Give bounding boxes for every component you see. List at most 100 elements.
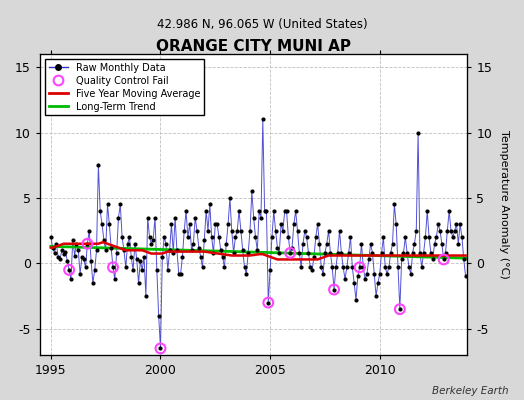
Point bbox=[388, 240, 397, 247]
Point bbox=[451, 228, 459, 234]
Point bbox=[114, 214, 123, 221]
Point bbox=[291, 208, 300, 214]
Point bbox=[85, 228, 93, 234]
Point bbox=[200, 237, 209, 243]
Point bbox=[252, 234, 260, 240]
Point bbox=[301, 228, 309, 234]
Point bbox=[363, 271, 371, 277]
Point bbox=[54, 254, 62, 260]
Point bbox=[447, 228, 455, 234]
Point bbox=[182, 208, 190, 214]
Point bbox=[264, 300, 272, 306]
Point bbox=[407, 271, 415, 277]
Point bbox=[335, 228, 344, 234]
Point bbox=[346, 234, 355, 240]
Point bbox=[423, 208, 431, 214]
Point bbox=[284, 234, 292, 240]
Point bbox=[241, 264, 249, 270]
Point bbox=[350, 280, 358, 286]
Point bbox=[366, 240, 375, 247]
Point bbox=[83, 240, 92, 247]
Point bbox=[76, 271, 84, 277]
Point bbox=[244, 250, 253, 256]
Point bbox=[103, 201, 112, 208]
Point bbox=[162, 240, 170, 247]
Point bbox=[443, 228, 452, 234]
Point bbox=[91, 267, 99, 273]
Point bbox=[264, 300, 272, 306]
Point bbox=[357, 240, 366, 247]
Point bbox=[458, 234, 466, 240]
Point bbox=[263, 208, 271, 214]
Point bbox=[198, 264, 206, 270]
Point bbox=[205, 201, 214, 208]
Point bbox=[310, 254, 318, 260]
Point bbox=[323, 240, 331, 247]
Point bbox=[405, 264, 413, 270]
Point bbox=[330, 286, 339, 293]
Point bbox=[94, 162, 103, 168]
Point bbox=[304, 250, 313, 256]
Point bbox=[399, 250, 408, 256]
Point bbox=[173, 247, 181, 254]
Point bbox=[191, 214, 200, 221]
Point bbox=[171, 214, 179, 221]
Point bbox=[185, 221, 194, 227]
Point bbox=[61, 248, 70, 255]
Point bbox=[209, 250, 217, 256]
Point bbox=[268, 234, 276, 240]
Point bbox=[257, 214, 265, 221]
Point bbox=[56, 256, 64, 263]
Point bbox=[368, 250, 377, 256]
Point bbox=[259, 116, 267, 123]
Point bbox=[169, 250, 178, 256]
Y-axis label: Temperature Anomaly (°C): Temperature Anomaly (°C) bbox=[499, 130, 509, 279]
Point bbox=[140, 254, 148, 260]
Point bbox=[113, 250, 121, 256]
Point bbox=[227, 228, 236, 234]
Point bbox=[328, 264, 336, 270]
Point bbox=[129, 267, 137, 273]
Point bbox=[434, 221, 442, 227]
Point bbox=[299, 240, 307, 247]
Point bbox=[381, 264, 389, 270]
Point bbox=[174, 271, 183, 277]
Point bbox=[208, 234, 216, 240]
Point bbox=[290, 221, 298, 227]
Point bbox=[330, 286, 339, 293]
Point bbox=[401, 234, 409, 240]
Point bbox=[279, 228, 287, 234]
Point bbox=[354, 273, 362, 280]
Point bbox=[460, 256, 468, 263]
Point bbox=[271, 228, 280, 234]
Point bbox=[436, 228, 444, 234]
Point bbox=[184, 234, 192, 240]
Point bbox=[414, 129, 422, 136]
Point bbox=[194, 244, 203, 251]
Point bbox=[152, 267, 161, 273]
Point bbox=[432, 234, 441, 240]
Point bbox=[125, 234, 134, 240]
Point bbox=[133, 256, 141, 263]
Point bbox=[273, 244, 281, 251]
Point bbox=[96, 208, 104, 214]
Point bbox=[160, 234, 168, 240]
Point bbox=[266, 267, 274, 273]
Point bbox=[352, 297, 360, 303]
Point bbox=[63, 258, 71, 264]
Point bbox=[69, 237, 77, 243]
Point bbox=[147, 240, 156, 247]
Point bbox=[418, 264, 426, 270]
Point bbox=[49, 244, 57, 251]
Point bbox=[109, 264, 117, 270]
Point bbox=[416, 250, 424, 256]
Point bbox=[202, 208, 210, 214]
Point bbox=[246, 228, 254, 234]
Point bbox=[216, 247, 225, 254]
Point bbox=[47, 234, 55, 240]
Point bbox=[74, 247, 82, 254]
Point bbox=[421, 234, 430, 240]
Point bbox=[315, 240, 324, 247]
Point bbox=[344, 250, 353, 256]
Point bbox=[385, 264, 393, 270]
